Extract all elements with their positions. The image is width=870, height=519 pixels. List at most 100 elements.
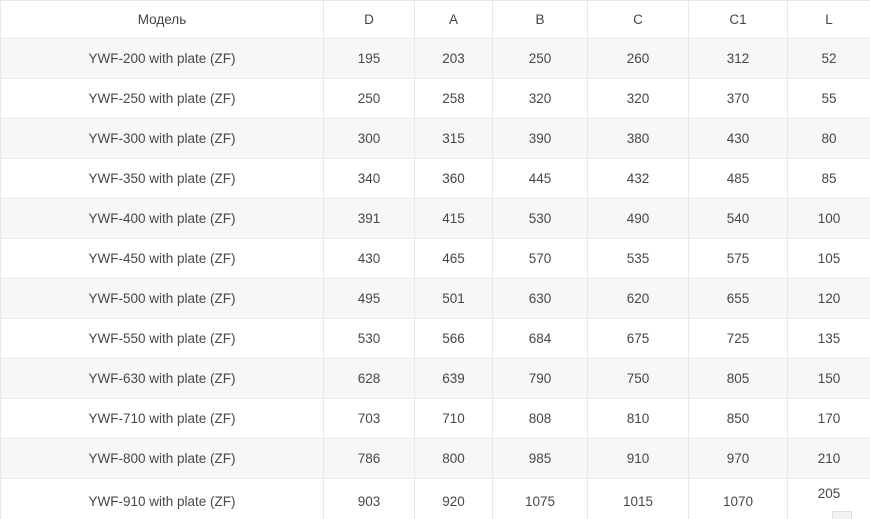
value-cell-a: 203 (414, 38, 493, 79)
broken-image-artifact (832, 511, 852, 519)
table-row: YWF-550 with plate (ZF) 530 566 684 675 … (0, 318, 870, 359)
value-cell-b: 808 (492, 398, 588, 439)
model-cell: YWF-200 with plate (ZF) (0, 38, 324, 79)
value-cell-a: 501 (414, 278, 493, 319)
table-row: YWF-300 with plate (ZF) 300 315 390 380 … (0, 118, 870, 159)
value-cell-a: 920 (414, 478, 493, 519)
value-cell-b: 985 (492, 438, 588, 479)
value-cell-a: 360 (414, 158, 493, 199)
table-row: YWF-710 with plate (ZF) 703 710 808 810 … (0, 398, 870, 439)
value-cell-c: 810 (587, 398, 689, 439)
value-cell-b: 790 (492, 358, 588, 399)
value-cell-c: 432 (587, 158, 689, 199)
value-cell-c1: 850 (688, 398, 788, 439)
value-cell-l: 105 (787, 238, 870, 279)
model-cell: YWF-630 with plate (ZF) (0, 358, 324, 399)
value-cell-c: 535 (587, 238, 689, 279)
model-cell: YWF-550 with plate (ZF) (0, 318, 324, 359)
value-cell-a: 415 (414, 198, 493, 239)
value-cell-c: 320 (587, 78, 689, 119)
table-row: YWF-500 with plate (ZF) 495 501 630 620 … (0, 278, 870, 319)
value-cell-b: 390 (492, 118, 588, 159)
value-cell-c: 675 (587, 318, 689, 359)
value-cell-b: 530 (492, 198, 588, 239)
value-cell-a: 465 (414, 238, 493, 279)
value-cell-d: 628 (323, 358, 415, 399)
model-cell: YWF-710 with plate (ZF) (0, 398, 324, 439)
column-header-a: A (414, 0, 493, 39)
value-cell-d: 340 (323, 158, 415, 199)
value-cell-l: 150 (787, 358, 870, 399)
value-cell-b: 250 (492, 38, 588, 79)
value-cell-a: 710 (414, 398, 493, 439)
value-cell-l: 210 (787, 438, 870, 479)
model-cell: YWF-500 with plate (ZF) (0, 278, 324, 319)
column-header-b: B (492, 0, 588, 39)
model-cell: YWF-800 with plate (ZF) (0, 438, 324, 479)
value-cell-d: 495 (323, 278, 415, 319)
column-header-l: L (787, 0, 870, 39)
value-cell-d: 703 (323, 398, 415, 439)
value-cell-c: 750 (587, 358, 689, 399)
table-row: YWF-350 with plate (ZF) 340 360 445 432 … (0, 158, 870, 199)
value-cell-b: 1075 (492, 478, 588, 519)
value-cell-d: 786 (323, 438, 415, 479)
value-cell-b: 684 (492, 318, 588, 359)
value-cell-c: 380 (587, 118, 689, 159)
value-cell-l: 100 (787, 198, 870, 239)
value-cell-c1: 370 (688, 78, 788, 119)
value-cell-c1: 540 (688, 198, 788, 239)
value-cell-l: 205 (787, 478, 870, 519)
value-cell-l: 135 (787, 318, 870, 359)
value-cell-l: 85 (787, 158, 870, 199)
value-cell-l: 55 (787, 78, 870, 119)
model-cell: YWF-250 with plate (ZF) (0, 78, 324, 119)
model-cell: YWF-400 with plate (ZF) (0, 198, 324, 239)
value-cell-d: 391 (323, 198, 415, 239)
column-header-c1: C1 (688, 0, 788, 39)
table-row: YWF-400 with plate (ZF) 391 415 530 490 … (0, 198, 870, 239)
value-cell-c1: 312 (688, 38, 788, 79)
model-cell: YWF-350 with plate (ZF) (0, 158, 324, 199)
value-cell-c1: 575 (688, 238, 788, 279)
model-cell: YWF-450 with plate (ZF) (0, 238, 324, 279)
value-cell-c1: 725 (688, 318, 788, 359)
column-header-d: D (323, 0, 415, 39)
table-row: YWF-800 with plate (ZF) 786 800 985 910 … (0, 438, 870, 479)
value-cell-c1: 430 (688, 118, 788, 159)
value-cell-a: 639 (414, 358, 493, 399)
value-cell-b: 630 (492, 278, 588, 319)
value-cell-c1: 1070 (688, 478, 788, 519)
value-cell-c1: 805 (688, 358, 788, 399)
value-cell-l: 80 (787, 118, 870, 159)
model-cell: YWF-300 with plate (ZF) (0, 118, 324, 159)
table-row: YWF-450 with plate (ZF) 430 465 570 535 … (0, 238, 870, 279)
value-cell-a: 800 (414, 438, 493, 479)
value-cell-c: 620 (587, 278, 689, 319)
table-row: YWF-200 with plate (ZF) 195 203 250 260 … (0, 38, 870, 79)
value-cell-d: 903 (323, 478, 415, 519)
value-cell-d: 195 (323, 38, 415, 79)
table-header-row: Модель D A B C C1 L (0, 0, 870, 39)
value-cell-c: 260 (587, 38, 689, 79)
value-cell-b: 570 (492, 238, 588, 279)
value-cell-b: 320 (492, 78, 588, 119)
table-row: YWF-250 with plate (ZF) 250 258 320 320 … (0, 78, 870, 119)
column-header-model: Модель (0, 0, 324, 39)
value-cell-l: 120 (787, 278, 870, 319)
value-cell-c1: 970 (688, 438, 788, 479)
value-cell-l: 170 (787, 398, 870, 439)
value-cell-c1: 485 (688, 158, 788, 199)
value-cell-a: 315 (414, 118, 493, 159)
value-cell-d: 250 (323, 78, 415, 119)
column-header-c: C (587, 0, 689, 39)
table-row: YWF-630 with plate (ZF) 628 639 790 750 … (0, 358, 870, 399)
value-cell-c: 910 (587, 438, 689, 479)
value-cell-d: 300 (323, 118, 415, 159)
table-row: YWF-910 with plate (ZF) 903 920 1075 101… (0, 478, 870, 519)
value-cell-c1: 655 (688, 278, 788, 319)
model-cell: YWF-910 with plate (ZF) (0, 478, 324, 519)
value-cell-c: 1015 (587, 478, 689, 519)
